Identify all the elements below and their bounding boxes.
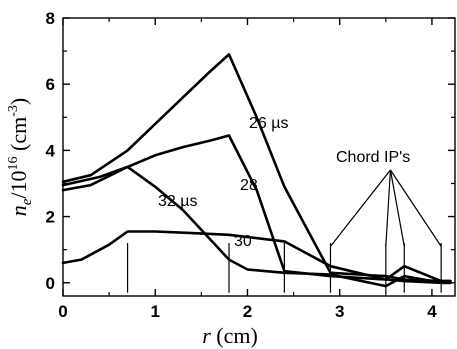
annotation-30: 30	[234, 233, 252, 250]
series-line-2	[61, 134, 452, 283]
x-axis-label: r (cm)	[202, 323, 258, 348]
y-axis-unit-close: )	[6, 98, 31, 105]
x-tick-label: 1	[151, 302, 160, 321]
y-axis-unit-exponent: -3	[6, 105, 21, 117]
series-line-3	[61, 165, 452, 288]
y-tick-label: 0	[46, 274, 55, 293]
x-tick-label: 2	[243, 302, 252, 321]
axis-tick-labels: 0 1 2 3 4 0 2 4 6 8	[46, 9, 438, 321]
annotation-26us: 26 µs	[249, 115, 288, 132]
annotation-chord-ips: Chord IP's	[336, 149, 410, 166]
chord-leader-line	[330, 169, 391, 247]
chord-leader-line	[389, 169, 405, 247]
x-tick-label: 3	[335, 302, 344, 321]
annotation-32us: 32 µs	[158, 193, 197, 210]
chord-leader-line	[389, 169, 442, 247]
y-tick-label: 6	[46, 75, 55, 94]
series-line-1	[61, 53, 452, 283]
x-axis-unit: (cm)	[211, 323, 258, 348]
chord-leader-line	[385, 169, 392, 247]
series-line-4	[61, 230, 452, 285]
x-tick-label: 4	[427, 302, 437, 321]
y-axis-unit-open: (cm	[6, 117, 31, 157]
x-tick-label: 0	[58, 302, 67, 321]
chord-ip-leader-lines	[330, 169, 442, 247]
annotation-28: 28	[240, 177, 258, 194]
y-axis-divisor: /10	[6, 170, 31, 198]
y-tick-label: 2	[46, 208, 55, 227]
y-axis-subscript: e	[19, 198, 35, 205]
y-axis-variable: n	[6, 205, 31, 216]
plot-frame	[62, 17, 456, 297]
data-series	[61, 53, 452, 288]
y-axis-label: ne/1016 (cm-3)	[6, 98, 35, 217]
chord-ip-markers	[126, 243, 442, 293]
x-axis-variable: r	[202, 323, 211, 348]
y-tick-label: 8	[46, 9, 55, 28]
y-axis-exponent: 16	[6, 156, 21, 170]
axis-ticks	[62, 17, 455, 296]
y-tick-label: 4	[46, 141, 56, 160]
